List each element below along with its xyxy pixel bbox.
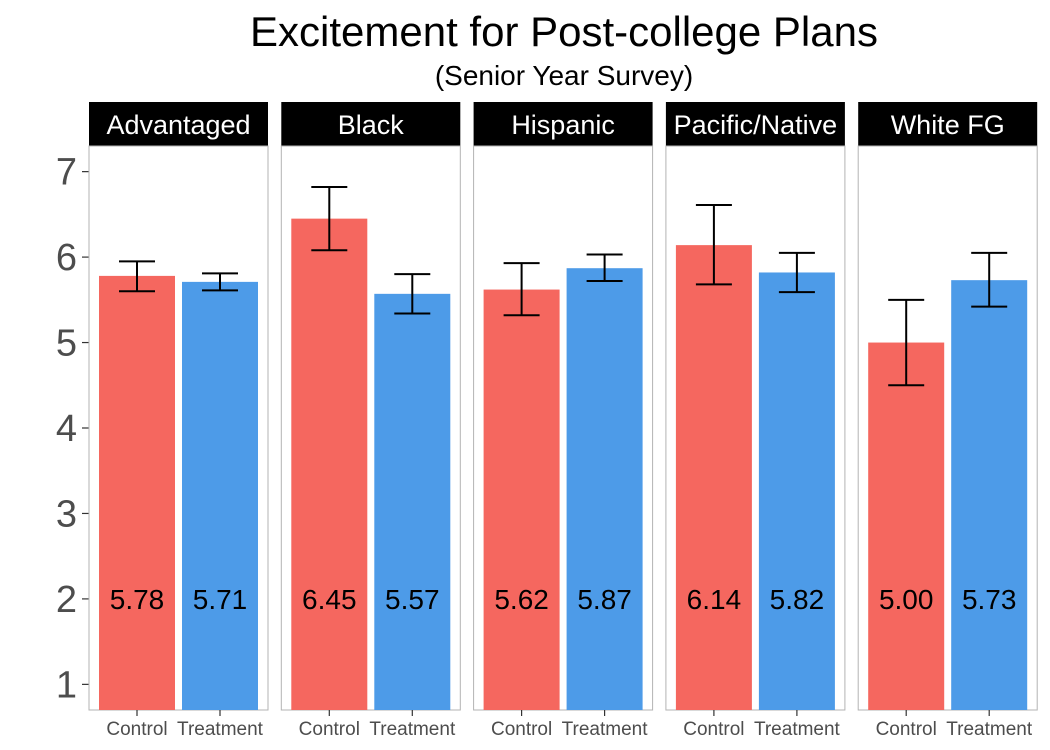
- x-tick-label: Treatment: [562, 719, 649, 740]
- facet-strip-label: Pacific/Native: [674, 110, 838, 140]
- bar-treatment: [951, 280, 1028, 710]
- bar-treatment: [566, 268, 643, 710]
- bar-treatment: [758, 272, 835, 710]
- facet-strip: [89, 102, 268, 146]
- facet-panel: Advantaged 5.78 Control 5.71 Treatment: [88, 102, 269, 740]
- bar-control: [675, 245, 752, 711]
- bar-control: [483, 289, 560, 710]
- x-tick-label: Control: [683, 719, 744, 740]
- facet-strip-label: White FG: [891, 110, 1005, 140]
- data-label: 5.87: [577, 584, 632, 615]
- facet-panel: Hispanic 5.62 Control 5.87 Treatment: [473, 102, 654, 740]
- facet-panel-border: [665, 145, 846, 711]
- facet-strip: [473, 102, 653, 146]
- x-tick-label: Treatment: [177, 719, 264, 740]
- data-label: 5.57: [385, 584, 440, 615]
- facet-panel: Pacific/Native 6.14 Control 5.82 Treatment: [665, 102, 846, 740]
- data-label: 5.00: [879, 584, 934, 615]
- facet-panel: Black 6.45 Control 5.57 Treatment: [280, 102, 461, 740]
- facet-panel-border: [88, 145, 269, 711]
- chart-subtitle: (Senior Year Survey): [435, 60, 693, 91]
- facet-strip-label: Advantaged: [106, 110, 250, 140]
- x-tick-label: Treatment: [754, 719, 841, 740]
- x-tick-label: Control: [491, 719, 552, 740]
- x-tick-label: Treatment: [369, 719, 456, 740]
- bar-control: [291, 218, 368, 711]
- data-label: 5.62: [494, 584, 549, 615]
- data-label: 5.71: [193, 584, 248, 615]
- y-tick-label: 7: [56, 152, 77, 194]
- y-tick-label: 6: [56, 237, 77, 279]
- facet-strip-label: Black: [338, 110, 405, 140]
- y-tick-label: 4: [56, 408, 77, 450]
- y-tick-label: 1: [56, 664, 77, 706]
- chart-title: Excitement for Post-college Plans: [250, 8, 878, 55]
- facet-panel: White FG 5.00 Control 5.73 Treatment: [857, 102, 1038, 740]
- x-tick-label: Control: [876, 719, 937, 740]
- bar-treatment: [374, 293, 451, 710]
- facet-strip: [858, 102, 1038, 146]
- data-label: 6.14: [687, 584, 742, 615]
- data-label: 5.78: [110, 584, 165, 615]
- facet-strip: [281, 102, 461, 146]
- y-tick-label: 2: [56, 579, 77, 621]
- facet-panel-border: [857, 145, 1038, 711]
- bar-control: [99, 275, 175, 710]
- x-tick-label: Control: [299, 719, 360, 740]
- facet-panels: Advantaged 5.78 Control 5.71 Treatment Black 6…: [88, 102, 1038, 740]
- facet-strip-label: Hispanic: [511, 110, 615, 140]
- facet-strip: [665, 102, 845, 146]
- data-label: 5.73: [962, 584, 1017, 615]
- x-tick-label: Control: [106, 719, 167, 740]
- data-label: 5.82: [770, 584, 825, 615]
- y-tick-label: 5: [56, 323, 77, 365]
- bar-treatment: [182, 281, 258, 710]
- facet-panel-border: [280, 145, 461, 711]
- x-tick-label: Treatment: [946, 719, 1033, 740]
- y-axis: 1 2 3 4 5 6 7: [56, 152, 89, 706]
- bar-control: [868, 342, 945, 710]
- facet-panel-border: [473, 145, 654, 711]
- data-label: 6.45: [302, 584, 357, 615]
- y-tick-label: 3: [56, 493, 77, 535]
